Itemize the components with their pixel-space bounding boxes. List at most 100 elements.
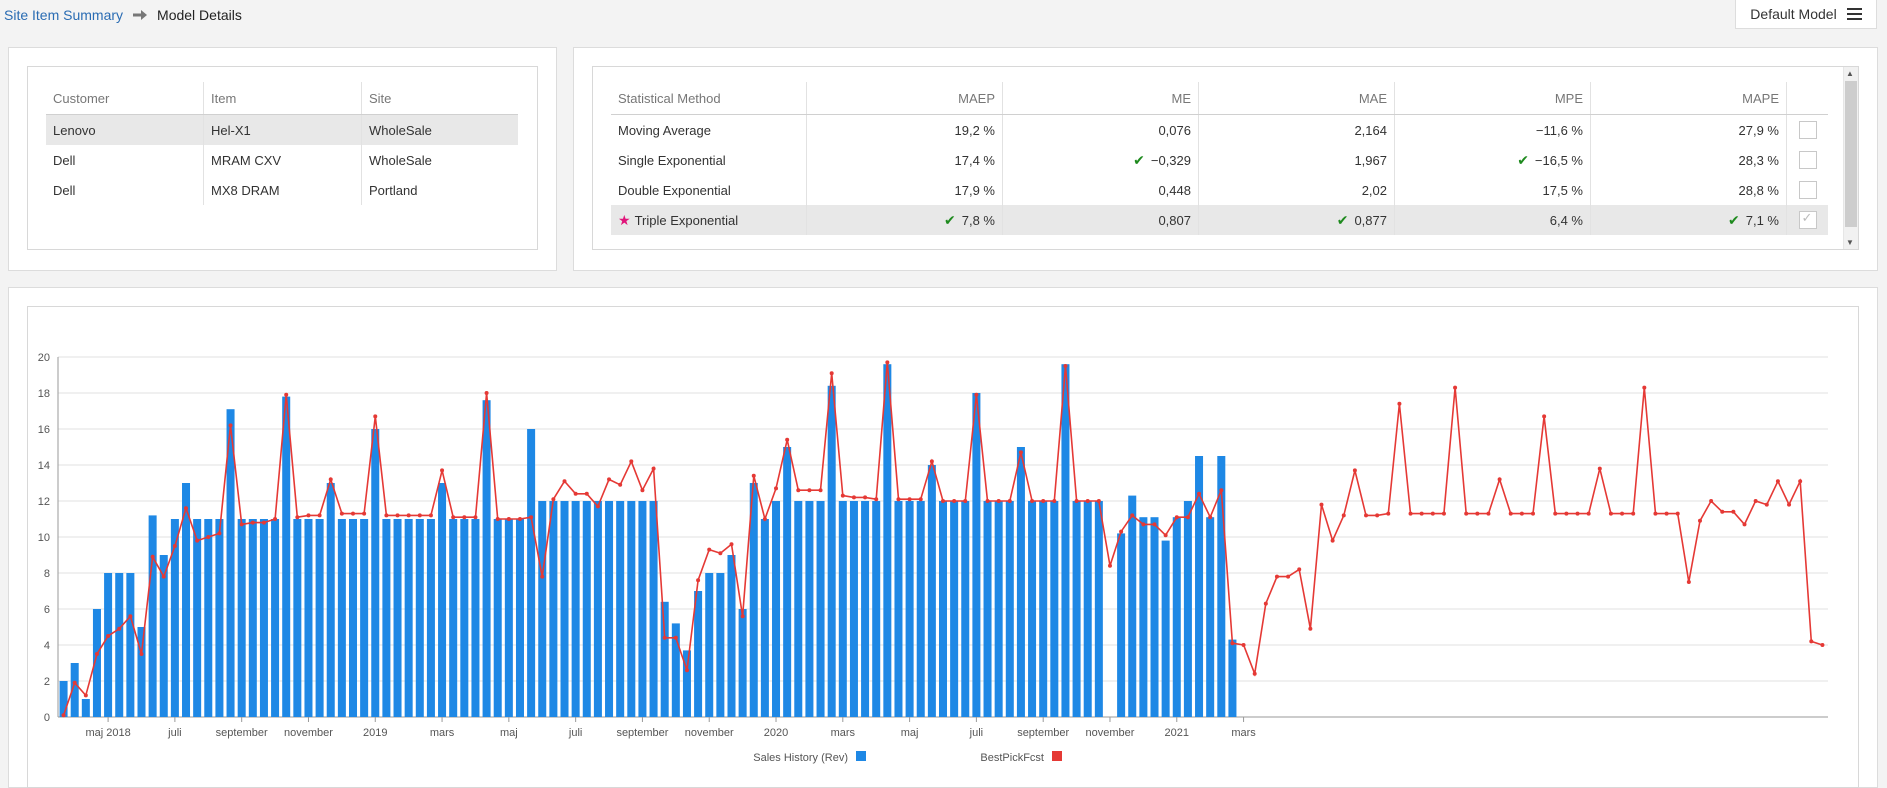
- bar: [315, 519, 324, 717]
- cell-mae: 2,164: [1198, 114, 1395, 145]
- star-icon: ★: [618, 211, 631, 228]
- x-tick-label: juli: [167, 727, 181, 739]
- scroll-up-icon[interactable]: ▲: [1846, 69, 1854, 78]
- cell-select: [1786, 145, 1828, 175]
- table-row[interactable]: ★ Triple Exponential ✔ 7,8 % 0,807 ✔ 0,877 6,4 …: [611, 205, 1828, 235]
- point: [139, 652, 144, 656]
- method-label: Triple Exponential: [634, 212, 739, 228]
- bar: [894, 501, 903, 717]
- point: [317, 513, 322, 518]
- bar: [337, 519, 346, 717]
- bar: [938, 501, 948, 717]
- bar: [1183, 501, 1192, 717]
- cell-mape: 27,9 %: [1590, 114, 1787, 145]
- point: [351, 511, 355, 516]
- point: [1542, 414, 1547, 419]
- row-checkbox[interactable]: [1798, 121, 1817, 139]
- bar: [1228, 639, 1237, 717]
- bar: [983, 501, 992, 717]
- point: [362, 511, 367, 516]
- header-item[interactable]: Item: [203, 82, 362, 115]
- header-customer[interactable]: Customer: [46, 82, 204, 115]
- point: [284, 392, 289, 397]
- cell-maep: ✔ 7,8 %: [806, 205, 1003, 235]
- cell-mape: ✔ 7,1 %: [1590, 205, 1787, 235]
- header-maep[interactable]: MAEP: [806, 82, 1003, 115]
- bar: [493, 519, 502, 717]
- x-tick-label: maj: [901, 727, 919, 739]
- bar: [916, 501, 925, 717]
- point: [1018, 450, 1023, 455]
- row-checkbox[interactable]: [1798, 151, 1817, 169]
- bar: [582, 501, 591, 717]
- header-statistical-method[interactable]: Statistical Method: [611, 82, 807, 115]
- point: [1063, 364, 1068, 368]
- cell-select: [1786, 205, 1828, 235]
- header-mape[interactable]: MAPE: [1590, 82, 1787, 115]
- point: [273, 517, 278, 521]
- scroll-down-icon[interactable]: ▼: [1846, 238, 1854, 247]
- header-site[interactable]: Site: [361, 82, 518, 115]
- bar: [81, 699, 90, 717]
- point: [629, 459, 634, 464]
- table-row[interactable]: Moving Average 19,2 % 0,076 2,164 −11,6 % 27,…: [611, 114, 1828, 145]
- header-mpe[interactable]: MPE: [1394, 82, 1591, 115]
- table-row[interactable]: Dell MX8 DRAM Portland: [46, 175, 518, 205]
- point: [1653, 511, 1658, 516]
- default-model-button[interactable]: Default Model: [1735, 0, 1877, 29]
- header-me[interactable]: ME: [1002, 82, 1199, 115]
- bar: [170, 519, 179, 717]
- point: [1408, 511, 1413, 516]
- point: [328, 477, 333, 482]
- point: [373, 414, 378, 419]
- table-row[interactable]: Double Exponential 17,9 % 0,448 2,02 17,5 % 2…: [611, 175, 1828, 205]
- point: [1430, 511, 1435, 516]
- table-row[interactable]: Single Exponential 17,4 % ✔ −0,329 1,967 ✔ −16…: [611, 145, 1828, 175]
- bar: [248, 519, 257, 717]
- breadcrumb-link-site-item-summary[interactable]: Site Item Summary: [4, 7, 124, 23]
- items-table: Customer Item Site Lenovo Hel-X1 WholeSa…: [46, 82, 518, 205]
- row-checkbox[interactable]: [1798, 181, 1817, 199]
- bar: [861, 501, 870, 717]
- point: [1119, 529, 1124, 534]
- point: [696, 578, 701, 583]
- point: [1364, 513, 1369, 518]
- point: [595, 504, 600, 509]
- bar: [1050, 501, 1059, 717]
- mae-value: 1,967: [1354, 152, 1387, 168]
- methods-scrollbar[interactable]: ▲ ▼: [1843, 67, 1858, 249]
- scroll-thumb[interactable]: [1845, 81, 1857, 227]
- point: [1297, 567, 1302, 572]
- method-label: Single Exponential: [618, 152, 726, 168]
- point: [417, 513, 422, 518]
- bar: [126, 573, 135, 717]
- point: [72, 680, 77, 685]
- y-tick-label: 14: [38, 460, 50, 472]
- point: [206, 535, 211, 539]
- point: [551, 497, 556, 502]
- y-tick-label: 4: [44, 640, 50, 652]
- point: [1453, 385, 1458, 390]
- point: [1731, 509, 1736, 514]
- table-row[interactable]: Lenovo Hel-X1 WholeSale: [46, 114, 518, 145]
- cell-mpe: 17,5 %: [1394, 175, 1591, 205]
- cell-mape: 28,8 %: [1590, 175, 1787, 205]
- bar: [482, 400, 491, 717]
- table-row[interactable]: Dell MRAM CXV WholeSale: [46, 145, 518, 175]
- bar: [549, 501, 558, 717]
- point: [851, 495, 856, 500]
- point: [740, 614, 745, 619]
- point: [1052, 499, 1057, 503]
- point: [1531, 511, 1535, 516]
- point: [651, 466, 656, 471]
- point: [484, 391, 489, 395]
- chart-frame: 0 2 4 6 8 10 12 14 16 18 20 maj 2018 juli september n…: [27, 306, 1859, 788]
- bar: [515, 519, 524, 717]
- header-mae[interactable]: MAE: [1198, 82, 1395, 115]
- point: [618, 482, 623, 487]
- cell-mpe: ✔ −16,5 %: [1394, 145, 1591, 175]
- row-checkbox[interactable]: [1798, 210, 1817, 229]
- bar: [415, 519, 424, 717]
- arrow-right-icon: [133, 10, 148, 20]
- check-icon: ✔: [1728, 211, 1740, 228]
